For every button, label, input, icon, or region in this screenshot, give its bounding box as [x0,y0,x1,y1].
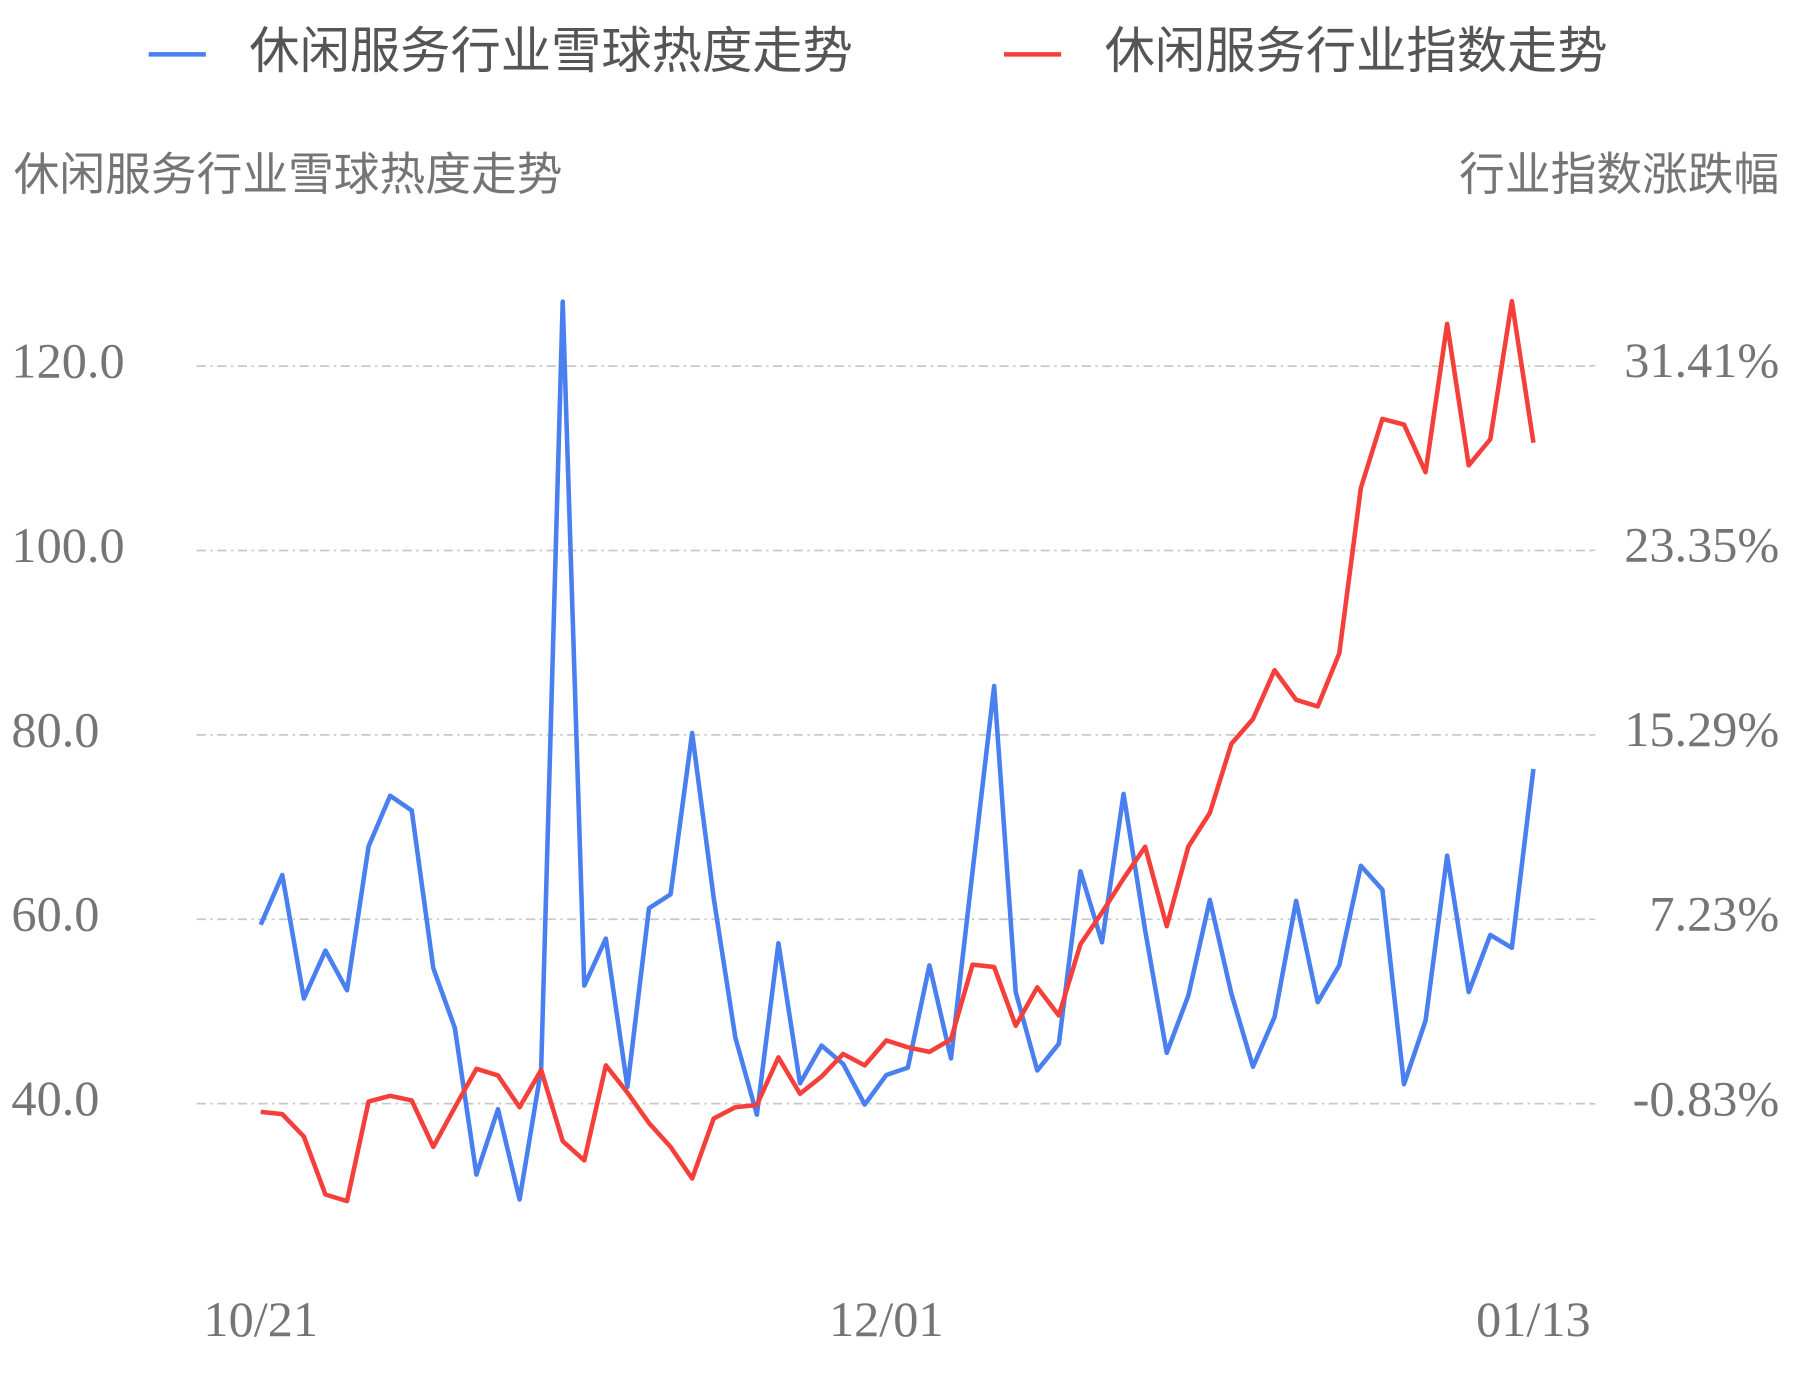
y-tick-label: 100.0 [11,517,124,573]
y2-tick-label: 7.23% [1649,886,1779,942]
y2-tick-label: 15.29% [1624,701,1779,757]
y-axis-title: 休闲服务行业雪球热度走势 [14,148,563,201]
x-tick-label: 12/01 [829,1291,944,1347]
y2-tick-label: -0.83% [1633,1070,1780,1126]
y2-tick-label: 31.41% [1624,332,1779,388]
y2-tick-label: 23.35% [1624,517,1779,573]
y-tick-label: 80.0 [11,702,99,758]
y2-axis-title: 行业指数涨跌幅 [1459,148,1779,201]
x-tick-label: 10/21 [203,1291,318,1347]
series-line [260,298,1536,1204]
x-tick-label: 01/13 [1476,1291,1591,1347]
y-tick-label: 120.0 [11,333,124,389]
y-tick-label: 40.0 [11,1070,99,1126]
series-line [258,299,1536,1202]
legend-label: 休闲服务行业雪球热度走势 [249,22,853,80]
y-tick-label: 60.0 [11,886,99,942]
legend-label: 休闲服务行业指数走势 [1105,22,1608,80]
